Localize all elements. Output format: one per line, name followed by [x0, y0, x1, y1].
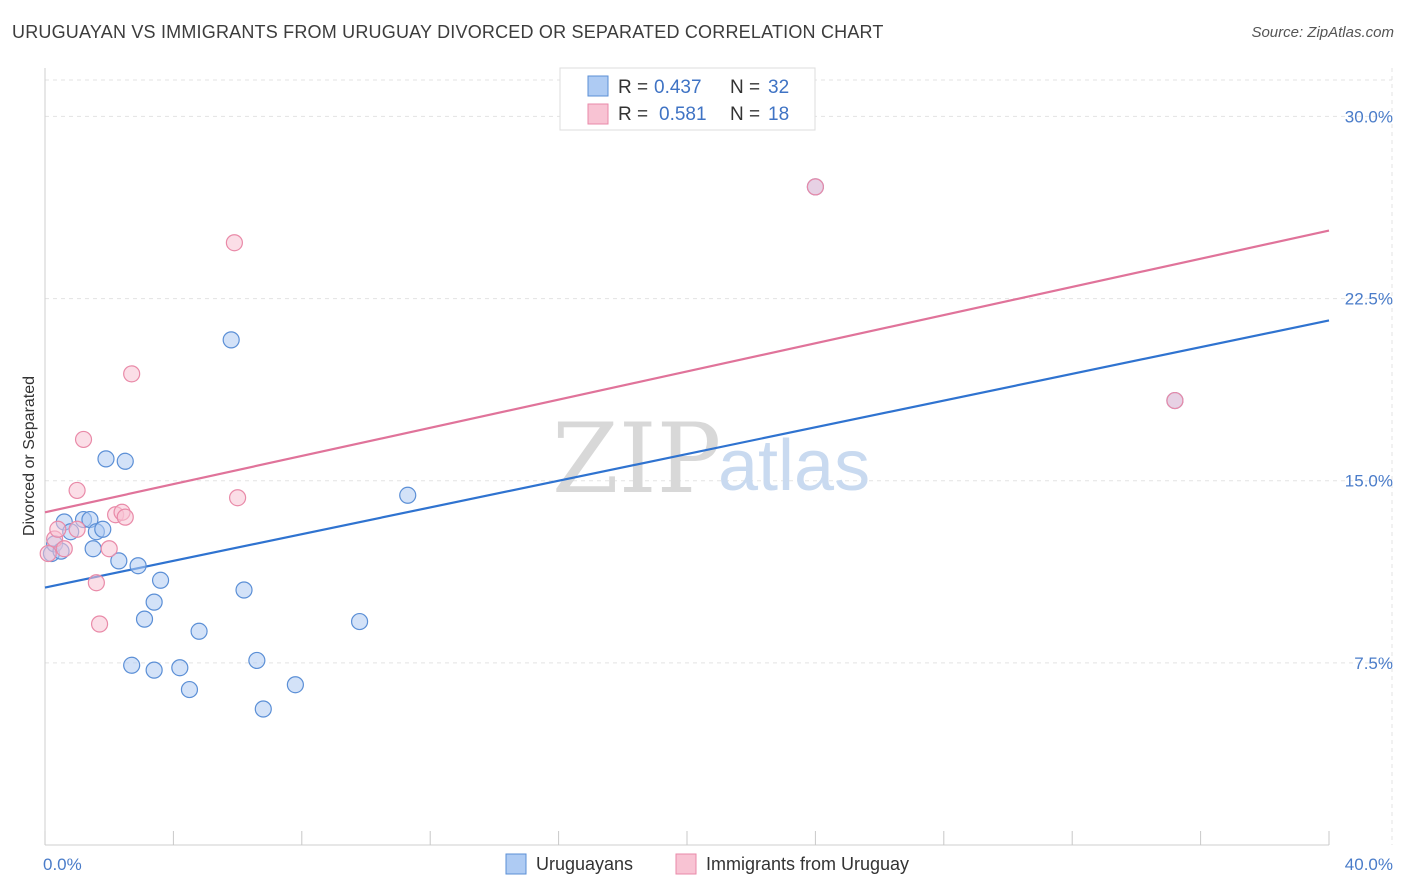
series-legend-label-immigrants: Immigrants from Uruguay	[706, 854, 909, 874]
data-point-pink	[90, 615, 109, 633]
legend-n-value-1: 32	[768, 77, 789, 98]
data-point-blue	[145, 593, 163, 611]
data-point-blue	[135, 610, 154, 628]
data-point-pink	[100, 540, 118, 558]
y-tick-label: 30.0%	[1345, 107, 1393, 126]
series-legend-swatch-immigrants	[675, 853, 697, 875]
data-point-pink	[68, 520, 86, 538]
y-tick-label: 22.5%	[1345, 290, 1393, 309]
trend-lines	[44, 229, 1330, 589]
legend-r-value-1: 0.437	[654, 77, 702, 98]
data-point-blue	[235, 581, 253, 599]
legend-n-label-1: N =	[730, 77, 760, 98]
data-point-blue	[97, 450, 115, 468]
legend-r-label-2: R =	[618, 104, 648, 125]
data-point-pink	[87, 574, 105, 592]
watermark-atlas: atlas	[718, 426, 870, 506]
data-point-blue	[123, 656, 141, 674]
stats-legend: R = 0.437 N = 32 R = 0.581 N = 18	[559, 67, 816, 131]
x-tick-label-min: 0.0%	[43, 855, 82, 874]
data-point-pink	[1166, 391, 1184, 410]
legend-n-label-2: N =	[730, 104, 760, 125]
legend-n-value-2: 18	[768, 104, 789, 125]
data-point-pink	[116, 508, 134, 526]
data-point-blue	[145, 661, 163, 679]
data-point-blue	[171, 659, 189, 677]
data-point-pink	[68, 481, 86, 500]
watermark-zip: ZIP	[552, 403, 721, 515]
data-point-pink	[229, 489, 247, 507]
chart-title: URUGUAYAN VS IMMIGRANTS FROM URUGUAY DIV…	[12, 22, 884, 42]
y-tick-labels: 7.5% 15.0% 22.5% 30.0%	[1345, 107, 1393, 672]
x-tick-label-max: 40.0%	[1345, 855, 1393, 874]
data-point-blue	[254, 700, 272, 718]
data-point-blue	[180, 680, 199, 699]
series-legend: Uruguayans Immigrants from Uruguay	[505, 853, 909, 875]
data-point-pink	[55, 540, 73, 558]
legend-swatch-blue	[587, 75, 609, 97]
data-point-blue	[190, 622, 208, 640]
data-point-blue	[129, 557, 147, 575]
data-point-blue	[84, 540, 102, 558]
data-point-blue	[286, 676, 304, 694]
data-point-pink	[39, 544, 57, 563]
data-point-pink	[74, 430, 93, 449]
data-point-pink	[225, 234, 243, 252]
trend-line-pink	[44, 229, 1330, 514]
axes	[44, 68, 1330, 846]
y-axis-label: Divorced or Separated	[21, 376, 38, 536]
watermark: ZIP atlas	[552, 403, 870, 515]
data-point-blue	[399, 486, 417, 504]
source-credit: Source: ZipAtlas.com	[1251, 24, 1394, 41]
legend-r-label-1: R =	[618, 77, 648, 98]
legend-swatch-pink	[587, 103, 609, 125]
data-point-blue	[94, 520, 112, 538]
data-point-blue	[151, 571, 170, 589]
grid-lines	[45, 68, 1393, 845]
data-point-pink	[806, 178, 825, 196]
y-tick-label: 15.0%	[1345, 472, 1393, 491]
series-legend-swatch-uruguayans	[505, 853, 527, 875]
x-tick-labels: 0.0% 40.0%	[43, 855, 1393, 874]
data-point-blue	[110, 552, 128, 570]
trend-line-blue	[44, 319, 1330, 589]
data-points	[39, 178, 1184, 718]
y-tick-label: 7.5%	[1354, 654, 1393, 673]
data-point-blue	[222, 331, 240, 349]
data-point-pink	[123, 365, 141, 383]
data-point-pink	[49, 520, 67, 538]
data-point-blue	[350, 612, 369, 631]
data-point-blue	[116, 452, 134, 470]
series-legend-label-uruguayans: Uruguayans	[536, 854, 633, 874]
legend-r-value-2: 0.581	[659, 104, 707, 125]
data-point-blue	[248, 651, 266, 670]
